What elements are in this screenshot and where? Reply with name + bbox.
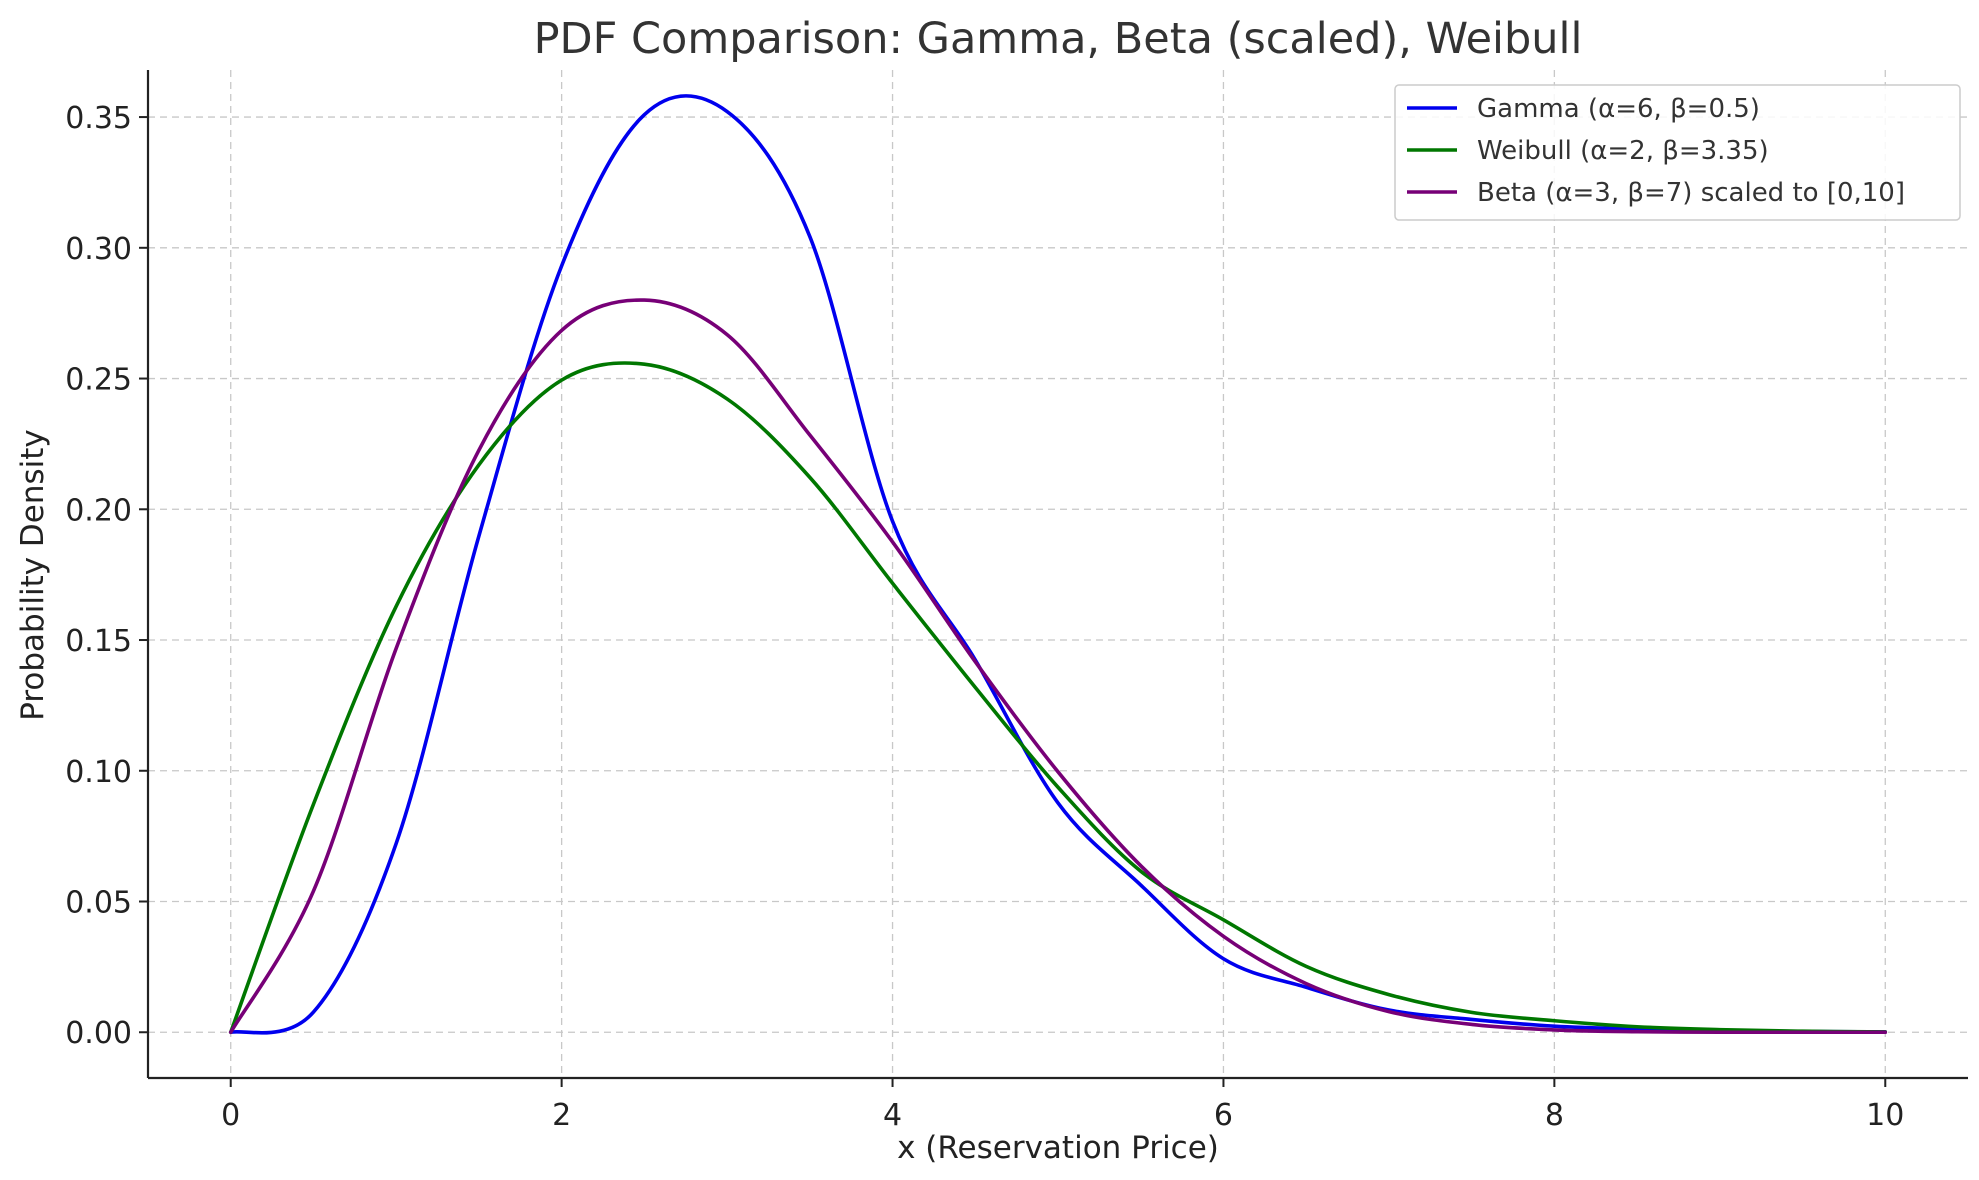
y-tick-label: 0.10 [65,755,132,790]
data-point [1636,1029,1637,1030]
x-tick-label: 8 [1545,1098,1564,1133]
data-point [1306,966,1307,967]
y-axis-label: Probability Density [15,429,51,721]
data-point [1554,1029,1555,1030]
data-point [644,114,645,115]
data-point [1388,994,1389,995]
series-line-2 [228,361,1888,1035]
x-tick-label: 6 [1214,1098,1233,1133]
legend-label: Gamma (α=6, β=0.5) [1477,94,1760,124]
data-point [1636,1026,1637,1027]
data-point [726,334,727,335]
data-point [1471,1012,1472,1013]
data-point [1719,1032,1720,1033]
y-tick-label: 0.00 [65,1016,132,1051]
data-point [1471,1019,1472,1020]
x-axis-label: x (Reservation Price) [897,1130,1219,1166]
data-point [1057,787,1058,788]
data-point [975,661,976,662]
data-point [478,464,479,465]
data-point [1140,884,1141,885]
data-point [1554,1020,1555,1021]
data-point [1388,1011,1389,1012]
grid-lines [148,70,1968,1078]
data-point [1471,1024,1472,1025]
axes [146,70,1968,1080]
data-point [892,583,893,584]
data-point [1554,1026,1555,1027]
series-line-1 [228,94,1888,1035]
y-tick-label: 0.25 [65,363,132,398]
data-point [892,521,893,522]
data-point [313,804,314,805]
y-tick-label: 0.35 [65,101,132,136]
data-point [313,1012,314,1013]
data-point [644,300,645,301]
x-tick-label: 2 [552,1098,571,1133]
data-point [1306,983,1307,984]
data-point [1057,771,1058,772]
data-point [561,330,562,331]
y-tick-label: 0.15 [65,624,132,659]
data-point [396,648,397,649]
data-point [1140,865,1141,866]
data-point [1140,871,1141,872]
y-tick-label: 0.20 [65,493,132,528]
data-point [1223,936,1224,937]
data-point [396,843,397,844]
data-point [726,111,727,112]
data-point [1719,1029,1720,1030]
data-point [809,236,810,237]
legend-label: Beta (α=3, β=7) scaled to [0,10] [1477,178,1905,208]
data-point [975,687,976,688]
data-point [809,434,810,435]
data-point [1057,802,1058,803]
data-point [561,380,562,381]
data-point [1885,1032,1886,1033]
data-point [644,364,645,365]
data-point [1223,958,1224,959]
data-point [478,450,479,451]
x-tick-label: 0 [221,1098,240,1133]
data-point [726,398,727,399]
chart-title: PDF Comparison: Gamma, Beta (scaled), We… [534,14,1583,64]
legend: Gamma (α=6, β=0.5) Weibull (α=2, β=3.35) B… [1394,84,1961,221]
legend-box [1394,84,1961,221]
axis-ticks: 0 2 4 6 8 10 0.00 0.05 0.10 0.15 0.20 0.25 0.30 0.35 [65,101,1904,1133]
data-point [561,265,562,266]
data-point [313,890,314,891]
data-point [1223,919,1224,920]
data-point [1306,987,1307,988]
series-lines [228,94,1888,1035]
y-tick-label: 0.30 [65,232,132,267]
data-point [809,477,810,478]
x-tick-label: 10 [1866,1098,1904,1133]
data-point [1802,1032,1803,1033]
data-point [1636,1031,1637,1032]
data-point [396,606,397,607]
data-point [230,1032,231,1033]
data-point [892,541,893,542]
data-point [478,535,479,536]
series-line-3 [228,298,1888,1035]
x-tick-label: 4 [883,1098,902,1133]
legend-label: Weibull (α=2, β=3.35) [1477,136,1769,166]
y-tick-label: 0.05 [65,886,132,921]
